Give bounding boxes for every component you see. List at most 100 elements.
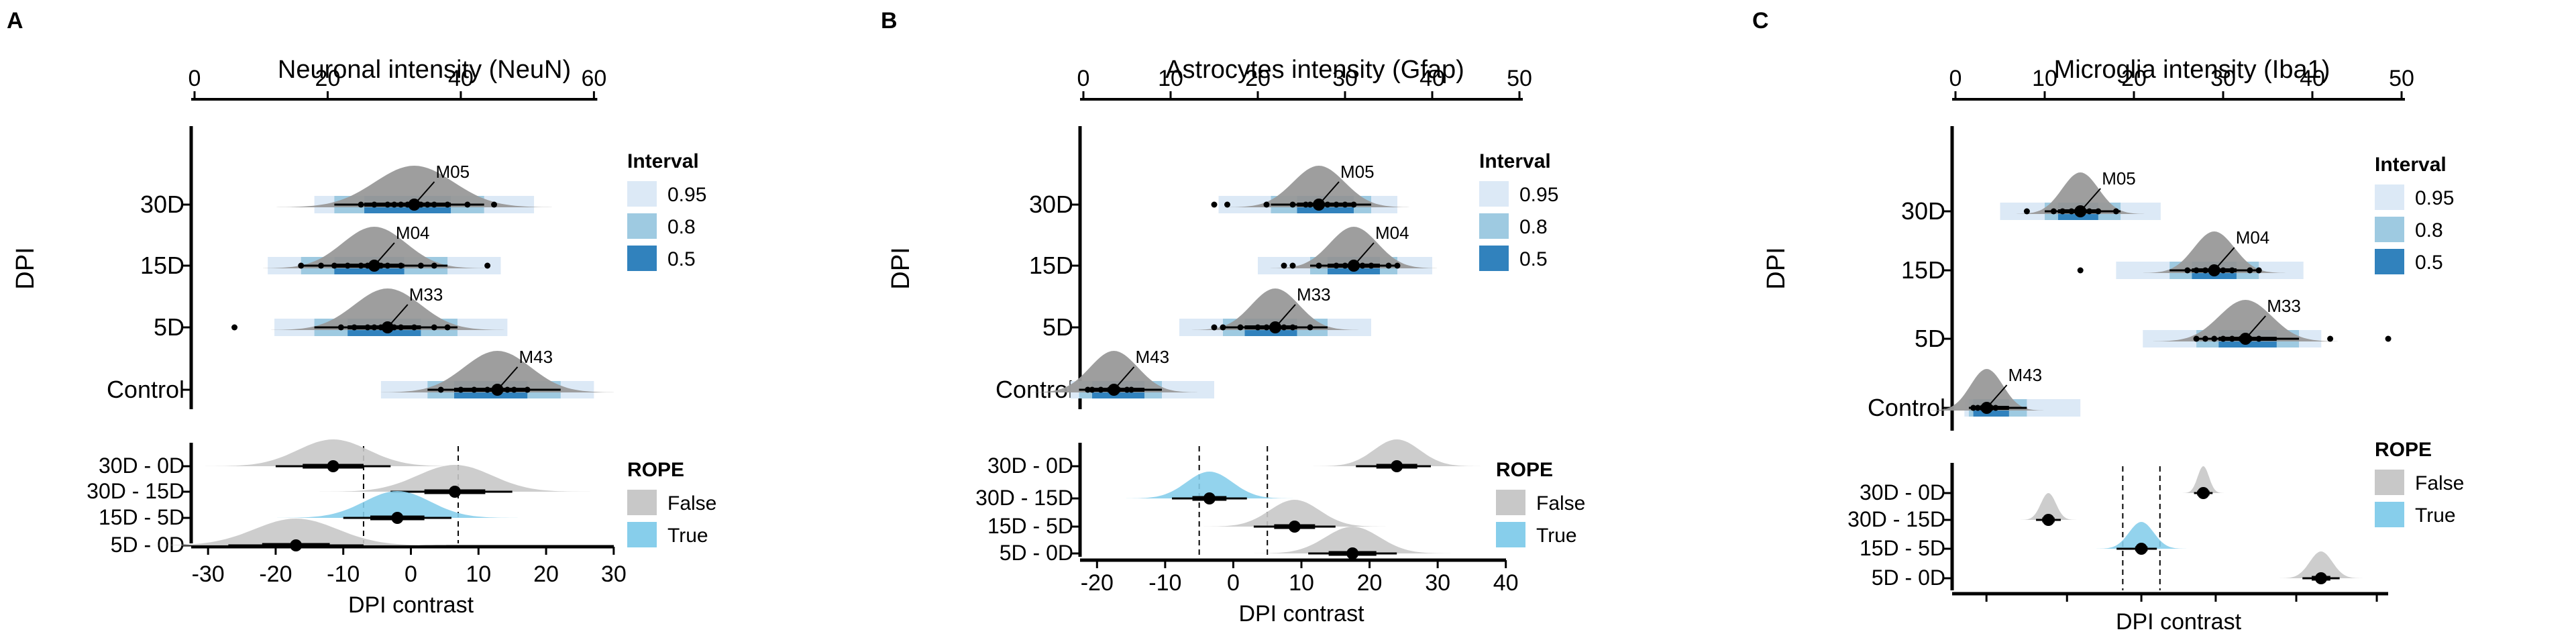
rope-legend-title: ROPE <box>627 459 684 481</box>
observation-point <box>2202 335 2208 342</box>
panel-c: C Microglia intensity (Iba1) 0 10 20 30 40 50 DP… <box>1752 8 2464 635</box>
interval-legend-title: Interval <box>1479 150 1551 172</box>
interval-legend-swatch <box>2375 249 2404 274</box>
group-row-5d: 5D M33 <box>1915 296 2392 352</box>
rope-legend-title: ROPE <box>1496 459 1553 481</box>
observation-point <box>417 262 424 269</box>
interval-legend-swatch <box>2375 217 2404 242</box>
contrast-median-point <box>449 486 462 498</box>
contrast-label: 30D - 15D <box>87 479 184 503</box>
model-label-leader <box>2245 315 2266 339</box>
panel-letter: B <box>881 8 898 34</box>
contrast-axis-tick-label: 30 <box>1425 570 1450 596</box>
rope-legend-swatch <box>1496 490 1525 515</box>
rope-legend-swatch <box>627 490 657 515</box>
top-axis: 0 10 20 30 40 50 <box>1949 66 2414 101</box>
rope-legend-swatch <box>627 522 657 547</box>
contrast-axis-tick-label: -20 <box>259 561 292 587</box>
contrast-label: 5D - 0D <box>111 533 184 557</box>
panel-title: Astrocytes intensity (Gfap) <box>1165 56 1464 84</box>
group-label: 30D <box>140 191 184 218</box>
observation-point <box>471 386 478 393</box>
top-axis-tick-label: 0 <box>189 66 201 91</box>
observation-point <box>484 386 491 393</box>
observation-point <box>431 324 437 331</box>
contrast-axis-tick-label: -30 <box>192 561 225 587</box>
observation-point <box>1385 262 1392 269</box>
contrast-row: 15D - 5D <box>99 491 518 529</box>
observation-point <box>1307 201 1313 208</box>
top-axis: 0 10 20 30 40 50 <box>1077 66 1532 101</box>
contrast-label: 15D - 5D <box>1860 536 1945 560</box>
top-axis-tick-label: 20 <box>315 66 341 91</box>
contrast-median-point <box>290 539 303 551</box>
panel-letter: A <box>7 8 23 34</box>
model-label-leader <box>2080 188 2101 212</box>
observation-point <box>1281 262 1287 269</box>
observation-point <box>2184 267 2191 274</box>
group-row-control: Control M43 <box>1868 365 2081 421</box>
observation-point <box>2385 335 2392 342</box>
observation-point <box>1211 201 1218 208</box>
interval-legend-swatch <box>1479 213 1509 239</box>
panel-a: A Neuronal intensity (NeuN) 0 20 40 60 DPI 30D M… <box>7 8 716 618</box>
interval-legend-swatch <box>627 181 657 207</box>
observation-point <box>2193 267 2200 274</box>
observation-point <box>1316 262 1322 269</box>
contrast-density <box>1313 439 1481 466</box>
observation-point <box>318 262 325 269</box>
rope-legend-label: False <box>2415 472 2464 494</box>
model-label: M05 <box>2102 168 2136 189</box>
contrast-median-point <box>1203 492 1216 504</box>
contrast-median-point <box>1391 460 1403 472</box>
contrast-row: 30D - 15D <box>1847 493 2076 531</box>
observation-point <box>1224 201 1230 208</box>
contrast-density <box>319 465 590 492</box>
observation-point <box>1289 262 1296 269</box>
observation-point <box>298 262 305 269</box>
observation-point <box>1359 262 1366 269</box>
model-label: M04 <box>2236 227 2270 248</box>
observation-point <box>1324 201 1331 208</box>
contrast-axis-tick-label: 30 <box>601 561 627 587</box>
contrast-axis-tick-label: 20 <box>1357 570 1383 596</box>
contrast-median-point <box>391 512 404 524</box>
observation-point <box>444 201 451 208</box>
posterior-density <box>2016 172 2145 214</box>
contrast-plot: 30D - 0D 30D - 15D 15D - 5D 5D - 0D DPI cont… <box>1847 463 2388 635</box>
top-axis-tick-label: 30 <box>2210 66 2236 91</box>
panel-b: B Astrocytes intensity (Gfap) 0 10 20 30 40 50 D… <box>881 8 1585 627</box>
observation-point <box>371 324 378 331</box>
posterior-density <box>276 166 552 207</box>
contrast-density <box>205 439 461 466</box>
interval-legend-label: 0.8 <box>1519 216 1548 238</box>
observation-point <box>1342 201 1348 208</box>
top-axis-tick-label: 40 <box>2300 66 2325 91</box>
model-label: M05 <box>435 162 470 182</box>
observation-point <box>1974 405 1981 411</box>
observation-point <box>1289 324 1296 331</box>
rope-legend: ROPE False True <box>1496 459 1585 547</box>
model-label-leader <box>1275 304 1296 328</box>
rope-legend: ROPE False True <box>2375 439 2464 527</box>
observation-point <box>2050 208 2057 215</box>
observation-point <box>1289 201 1296 208</box>
observation-point <box>2229 335 2235 342</box>
observation-point <box>437 386 444 393</box>
model-label-leader <box>1353 242 1375 266</box>
posterior-density <box>2153 300 2338 341</box>
top-axis-tick-label: 0 <box>1949 66 1962 91</box>
contrast-row: 30D - 15D <box>87 465 590 503</box>
rope-legend-swatch <box>2375 470 2404 495</box>
group-label: 15D <box>140 252 184 279</box>
model-label-leader <box>387 304 409 328</box>
contrast-label: 5D - 0D <box>1872 566 1945 590</box>
model-label-leader <box>496 366 519 390</box>
contrast-density <box>146 519 447 545</box>
observation-point <box>2193 335 2200 342</box>
contrast-label: 30D - 0D <box>99 453 184 478</box>
interval-legend-label: 0.8 <box>667 216 696 238</box>
contrast-label: 30D - 15D <box>1847 507 1945 531</box>
group-label: 15D <box>1901 256 1945 284</box>
